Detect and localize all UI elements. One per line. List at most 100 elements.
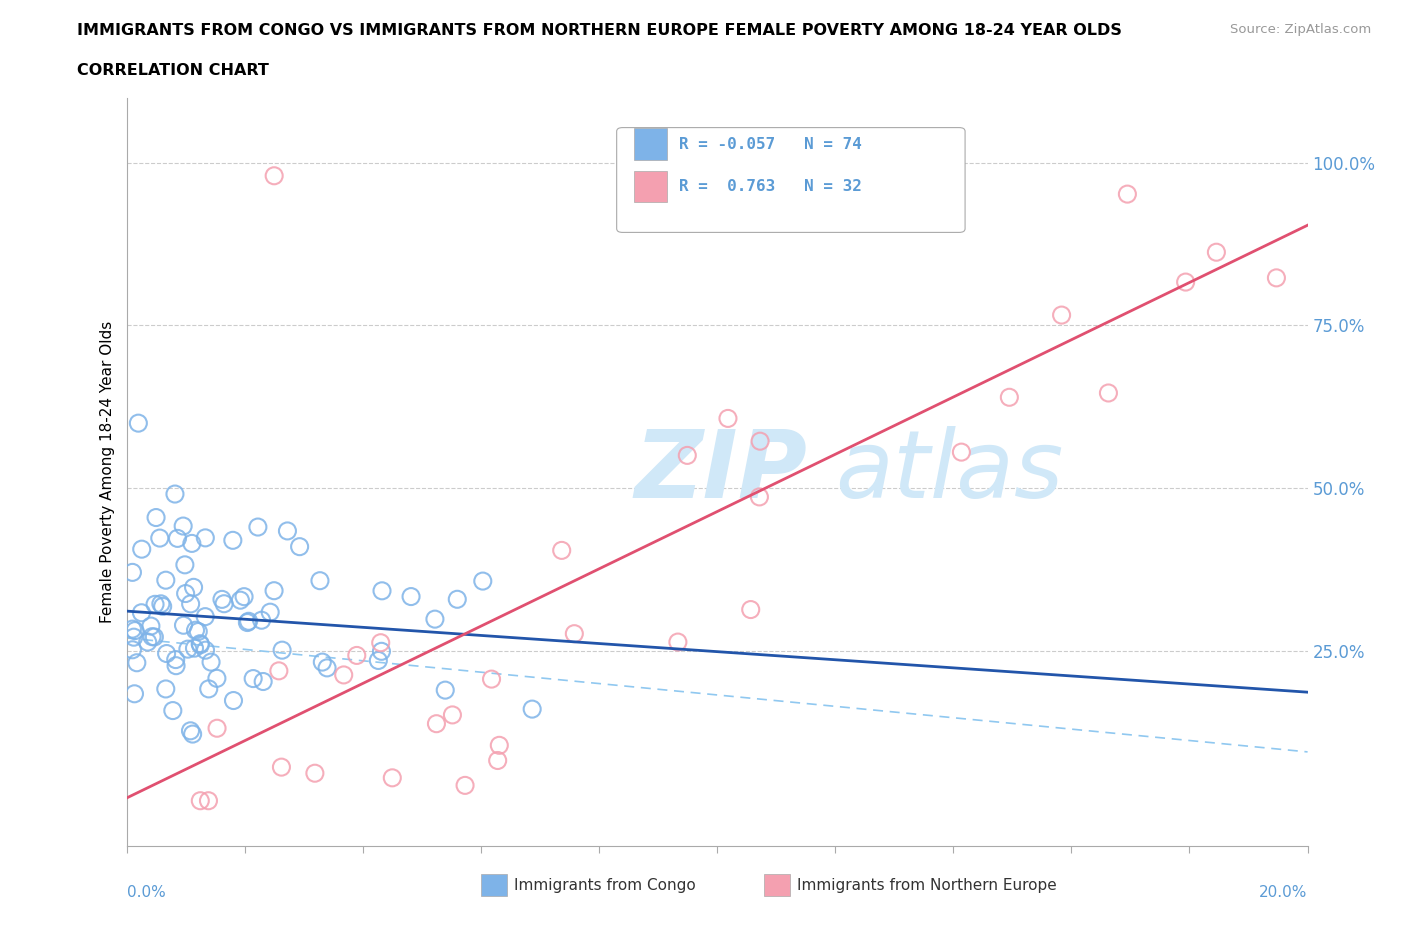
Point [173, 618, 195, 632]
Point [183, 580, 205, 595]
Point [748, 489, 770, 504]
Point [184, 623, 207, 638]
Point [270, 760, 292, 775]
Point [252, 674, 274, 689]
Point [122, 630, 145, 644]
Point [197, 682, 219, 697]
Point [200, 655, 222, 670]
Point [370, 644, 392, 658]
Point [346, 648, 368, 663]
Point [165, 658, 187, 673]
Point [155, 682, 177, 697]
Point [311, 655, 333, 670]
Point [180, 596, 202, 611]
Point [121, 621, 143, 636]
Text: CORRELATION CHART: CORRELATION CHART [77, 63, 269, 78]
Point [222, 533, 245, 548]
Point [717, 411, 740, 426]
Text: Source: ZipAtlas.com: Source: ZipAtlas.com [1230, 23, 1371, 36]
Point [242, 671, 264, 686]
Point [676, 448, 699, 463]
Point [222, 693, 245, 708]
Point [316, 660, 339, 675]
Point [212, 596, 235, 611]
Point [425, 716, 447, 731]
Point [188, 636, 211, 651]
Point [749, 433, 772, 448]
Point [181, 726, 204, 741]
Point [488, 737, 510, 752]
Y-axis label: Female Poverty Among 18-24 Year Olds: Female Poverty Among 18-24 Year Olds [100, 321, 115, 623]
Point [205, 671, 228, 685]
Point [194, 643, 217, 658]
Point [1097, 386, 1119, 401]
Point [165, 652, 187, 667]
Point [332, 668, 354, 683]
Text: Immigrants from Congo: Immigrants from Congo [515, 878, 696, 893]
Point [152, 599, 174, 614]
Text: 20.0%: 20.0% [1260, 885, 1308, 900]
Point [166, 531, 188, 546]
Point [124, 623, 146, 638]
Point [522, 701, 544, 716]
Text: R =  0.763   N = 32: R = 0.763 N = 32 [679, 179, 862, 194]
Point [263, 583, 285, 598]
Point [141, 630, 163, 644]
Point [250, 613, 273, 628]
Point [121, 565, 143, 579]
Point [131, 541, 153, 556]
Point [211, 591, 233, 606]
Point [950, 445, 973, 459]
Text: ZIP: ZIP [634, 426, 807, 518]
Point [998, 390, 1021, 405]
Text: 0.0%: 0.0% [127, 885, 166, 900]
Point [1050, 308, 1073, 323]
Point [149, 531, 172, 546]
Point [304, 765, 326, 780]
Point [124, 686, 146, 701]
Text: R = -0.057   N = 74: R = -0.057 N = 74 [679, 137, 862, 152]
Point [371, 583, 394, 598]
Point [423, 612, 446, 627]
Point [188, 793, 211, 808]
Point [155, 646, 177, 661]
Point [551, 543, 574, 558]
Point [259, 604, 281, 619]
Point [562, 626, 585, 641]
Point [205, 721, 228, 736]
Point [145, 510, 167, 525]
Point [1116, 187, 1139, 202]
Point [276, 524, 298, 538]
Point [1205, 245, 1227, 259]
Point [139, 618, 162, 633]
Point [1174, 274, 1197, 289]
Point [177, 642, 200, 657]
Point [236, 615, 259, 630]
Point [197, 793, 219, 808]
Point [486, 753, 509, 768]
Point [163, 486, 186, 501]
Point [173, 557, 195, 572]
Point [149, 596, 172, 611]
Point [172, 519, 194, 534]
Point [127, 416, 149, 431]
Bar [481, 874, 506, 897]
Point [271, 643, 294, 658]
Point [131, 605, 153, 620]
Point [194, 530, 217, 545]
Point [194, 609, 217, 624]
Point [143, 630, 166, 644]
Point [666, 634, 689, 649]
Point [155, 573, 177, 588]
Point [434, 683, 457, 698]
Point [381, 770, 404, 785]
Point [471, 574, 494, 589]
Point [179, 724, 201, 738]
Point [180, 536, 202, 551]
Text: atlas: atlas [835, 427, 1063, 517]
Text: Immigrants from Northern Europe: Immigrants from Northern Europe [797, 878, 1057, 893]
Point [441, 708, 464, 723]
Point [740, 602, 762, 617]
Bar [765, 874, 790, 897]
FancyBboxPatch shape [617, 127, 965, 232]
